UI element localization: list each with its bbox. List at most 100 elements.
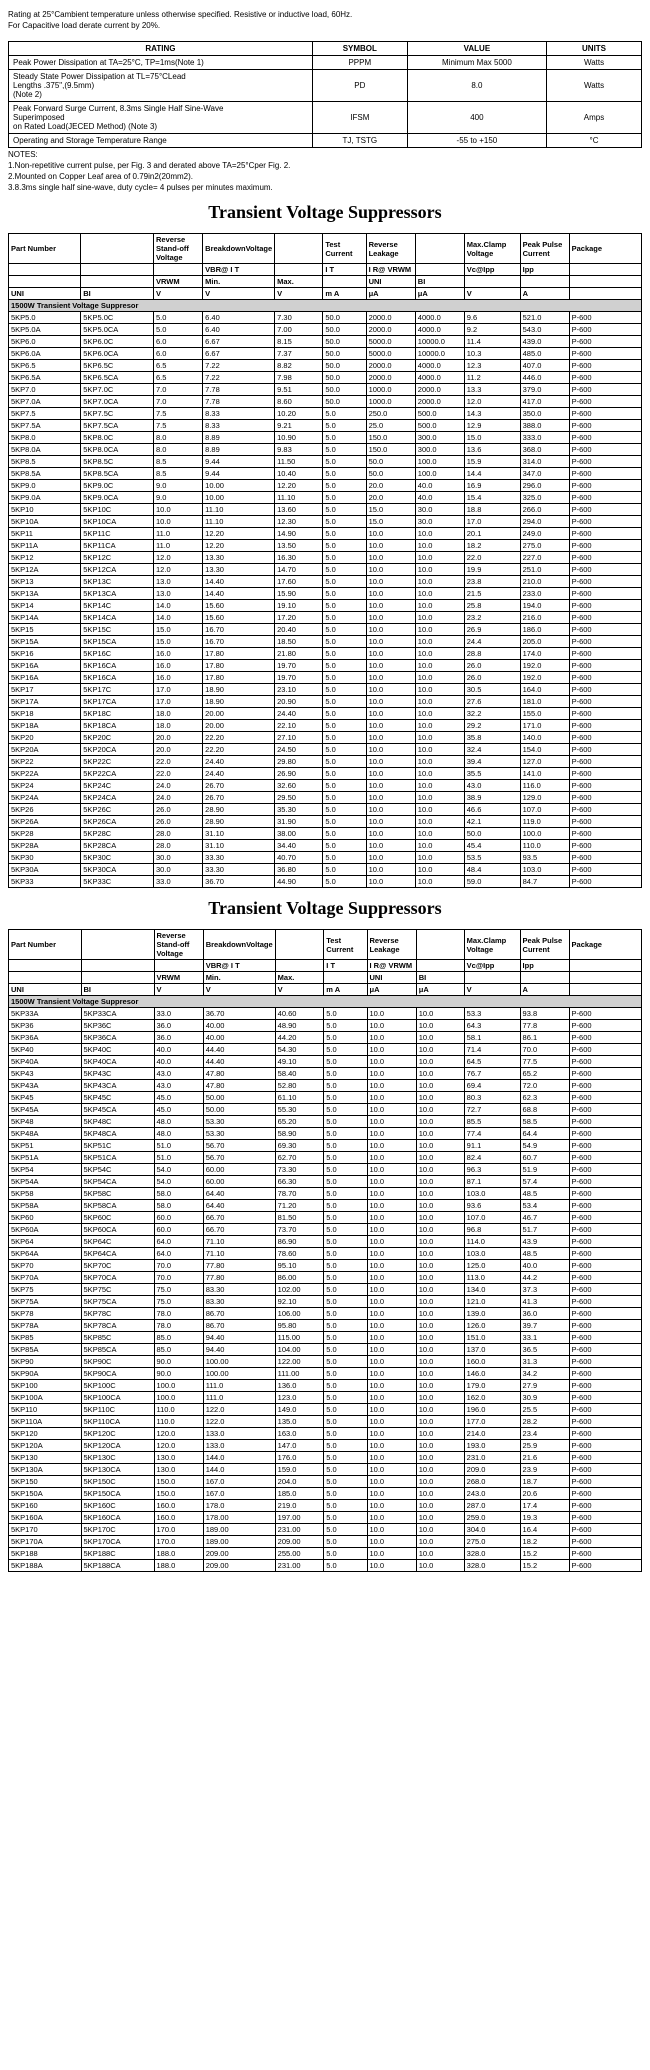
data-cell: 5.0 (323, 840, 366, 852)
data-cell: 10.0 (416, 1524, 464, 1536)
data-cell: P-600 (569, 576, 641, 588)
col-header: μA (416, 984, 464, 996)
col-header: VRWM (154, 276, 203, 288)
data-cell: 10.0 (367, 1512, 416, 1524)
data-cell: 10.0 (367, 1548, 416, 1560)
data-cell: 71.20 (275, 1200, 324, 1212)
notes-block: NOTES:1.Non-repetitive current pulse, pe… (8, 150, 642, 192)
data-cell: 160.0 (464, 1356, 520, 1368)
data-cell: 40.60 (275, 1008, 324, 1020)
data-cell: 22.10 (275, 720, 323, 732)
data-cell: 10.0 (367, 1140, 416, 1152)
data-cell: 178.0 (203, 1500, 275, 1512)
data-cell: 12.20 (275, 480, 323, 492)
data-cell: 5KP40 (9, 1044, 82, 1056)
data-cell: 10.0 (366, 636, 415, 648)
data-cell: 10.0 (154, 516, 203, 528)
data-cell: 5.0 (323, 576, 366, 588)
data-cell: 86.70 (203, 1308, 275, 1320)
data-cell: P-600 (569, 1512, 641, 1524)
data-cell: 51.9 (520, 1164, 569, 1176)
data-cell: 12.3 (464, 360, 520, 372)
data-cell: 122.0 (203, 1404, 275, 1416)
col-header: I R@ VRWM (367, 960, 416, 972)
data-cell: 2000.0 (415, 384, 464, 396)
data-cell: 44.90 (275, 876, 323, 888)
data-cell: 77.4 (464, 1128, 520, 1140)
data-cell: 10.0 (415, 756, 464, 768)
data-cell: 243.0 (464, 1488, 520, 1500)
data-cell: 10.0 (415, 732, 464, 744)
data-cell: 10.0 (367, 1392, 416, 1404)
data-cell: 141.0 (520, 768, 569, 780)
data-cell: 150.0 (366, 432, 415, 444)
data-cell: 197.00 (275, 1512, 324, 1524)
data-cell: 13.6 (464, 444, 520, 456)
data-cell: 5KP30A (9, 864, 81, 876)
col-header (520, 276, 569, 288)
data-cell: 91.1 (464, 1140, 520, 1152)
col-header: V (275, 984, 324, 996)
rating-table: RATING SYMBOL VALUE UNITS Peak Power Dis… (8, 41, 642, 148)
data-cell: 5.0 (323, 624, 366, 636)
data-cell: 11.4 (464, 336, 520, 348)
data-cell: 5KP51CA (81, 1152, 154, 1164)
data-cell: 5KP7.5A (9, 420, 81, 432)
data-cell: 26.90 (275, 768, 323, 780)
col-header (275, 960, 324, 972)
data-cell: 10.0 (415, 744, 464, 756)
data-cell: 5KP170CA (81, 1536, 154, 1548)
rh-units: UNITS (547, 42, 642, 56)
data-cell: 5KP150CA (81, 1488, 154, 1500)
data-cell: 5KP110A (9, 1416, 82, 1428)
data-cell: 34.2 (520, 1368, 569, 1380)
data-cell: 45.0 (154, 1092, 203, 1104)
data-cell: 69.4 (464, 1080, 520, 1092)
data-cell: 15.60 (203, 612, 275, 624)
data-cell: 176.0 (275, 1452, 324, 1464)
data-cell: 5KP90A (9, 1368, 82, 1380)
data-cell: 5KP75A (9, 1296, 82, 1308)
data-cell: 54.0 (154, 1176, 203, 1188)
data-cell: 5.0 (323, 444, 366, 456)
data-cell: P-600 (569, 792, 641, 804)
data-cell: 10.0 (367, 1236, 416, 1248)
data-cell: 5.0 (323, 480, 366, 492)
data-cell: 275.0 (464, 1536, 520, 1548)
data-cell: 37.3 (520, 1284, 569, 1296)
top-note-1: Rating at 25°Cambient temperature unless… (8, 10, 642, 19)
data-cell: 10.0 (366, 564, 415, 576)
data-cell: 5KP20CA (81, 744, 154, 756)
data-cell: 129.0 (520, 792, 569, 804)
data-cell: 2000.0 (366, 312, 415, 324)
data-cell: 25.5 (520, 1404, 569, 1416)
data-cell: 10.0 (415, 696, 464, 708)
data-cell: 73.70 (275, 1224, 324, 1236)
data-cell: 107.0 (464, 1212, 520, 1224)
data-cell: 5KP24 (9, 780, 81, 792)
data-cell: 78.0 (154, 1320, 203, 1332)
data-cell: 30.0 (154, 864, 203, 876)
data-cell: 93.5 (520, 852, 569, 864)
data-cell: 10.0 (367, 1440, 416, 1452)
data-cell: 5KP14A (9, 612, 81, 624)
data-cell: 110.0 (520, 840, 569, 852)
data-cell: 15.4 (464, 492, 520, 504)
data-cell: 16.30 (275, 552, 323, 564)
data-cell: 304.0 (464, 1524, 520, 1536)
data-cell: P-600 (569, 1080, 641, 1092)
data-cell: 5KP90 (9, 1356, 82, 1368)
data-cell: 4000.0 (415, 324, 464, 336)
data-cell: 5KP78C (81, 1308, 154, 1320)
data-cell: P-600 (569, 816, 641, 828)
data-cell: 5KP150 (9, 1476, 82, 1488)
data-cell: 76.7 (464, 1068, 520, 1080)
data-cell: 126.0 (464, 1320, 520, 1332)
data-cell: 5.0 (323, 708, 366, 720)
data-cell: 233.0 (520, 588, 569, 600)
data-cell: 5KP36C (81, 1020, 154, 1032)
data-cell: 100.0 (154, 1380, 203, 1392)
data-cell: 5KP24CA (81, 792, 154, 804)
data-cell: 93.8 (520, 1008, 569, 1020)
data-cell: 29.50 (275, 792, 323, 804)
